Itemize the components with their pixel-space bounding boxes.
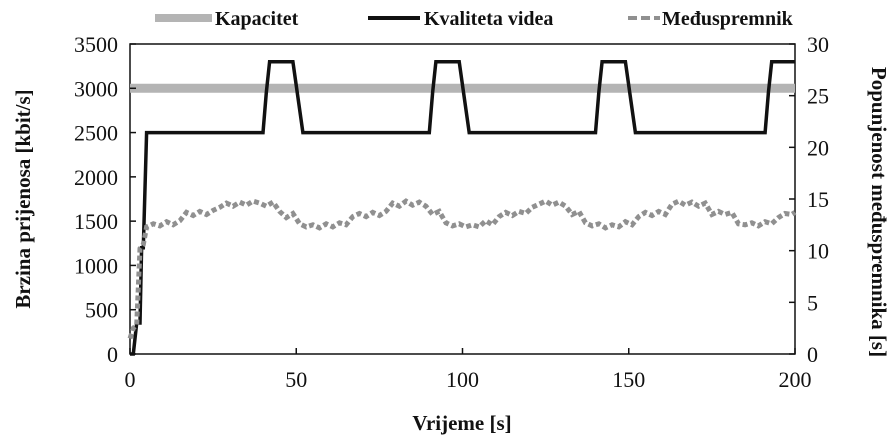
series-layer	[127, 59, 797, 356]
y-tick-label: 2000	[74, 165, 118, 190]
y2-tick-label: 25	[807, 84, 829, 109]
y2-tick-label: 0	[807, 342, 818, 367]
y2-tick-label: 30	[807, 32, 829, 57]
y-axis-right-title: Popunjenost međuspremnika [s]	[867, 67, 891, 357]
x-tick-label: 50	[285, 367, 307, 392]
y-tick-label: 1500	[74, 209, 118, 234]
y-axis-left-ticks: 0 500 1000 1500 2000 2500 3000 3500	[74, 32, 136, 367]
y2-tick-label: 10	[807, 239, 829, 264]
x-tick-label: 200	[779, 367, 812, 392]
series-line-kvaliteta-videa	[130, 59, 795, 356]
x-tick-label: 150	[612, 367, 645, 392]
y-tick-label: 3500	[74, 32, 118, 57]
x-tick-label: 100	[446, 367, 479, 392]
x-axis-ticks: 0 50 100 150 200	[125, 348, 812, 392]
legend: Kapacitet Kvaliteta videa Međuspremnik	[155, 8, 794, 30]
y2-tick-label: 15	[807, 187, 829, 212]
y-tick-label: 0	[107, 342, 118, 367]
series-line-meduspremnik	[127, 198, 797, 340]
y-tick-label: 500	[85, 298, 118, 323]
legend-label-kvaliteta: Kvaliteta videa	[424, 8, 553, 30]
y-tick-label: 1000	[74, 253, 118, 278]
y2-tick-label: 20	[807, 135, 829, 160]
legend-label-meduspremnik: Međuspremnik	[662, 8, 794, 30]
y-axis-right-ticks: 0 5 10 15 20 25 30	[789, 32, 829, 367]
y2-tick-label: 5	[807, 290, 818, 315]
y-axis-left-title: Brzina prijenosa [kbit/s]	[11, 89, 35, 308]
x-tick-label: 0	[125, 367, 136, 392]
legend-label-kapacitet: Kapacitet	[215, 8, 299, 30]
x-axis-title: Vrijeme [s]	[412, 411, 511, 435]
y-tick-label: 2500	[74, 121, 118, 146]
y-tick-label: 3000	[74, 76, 118, 101]
